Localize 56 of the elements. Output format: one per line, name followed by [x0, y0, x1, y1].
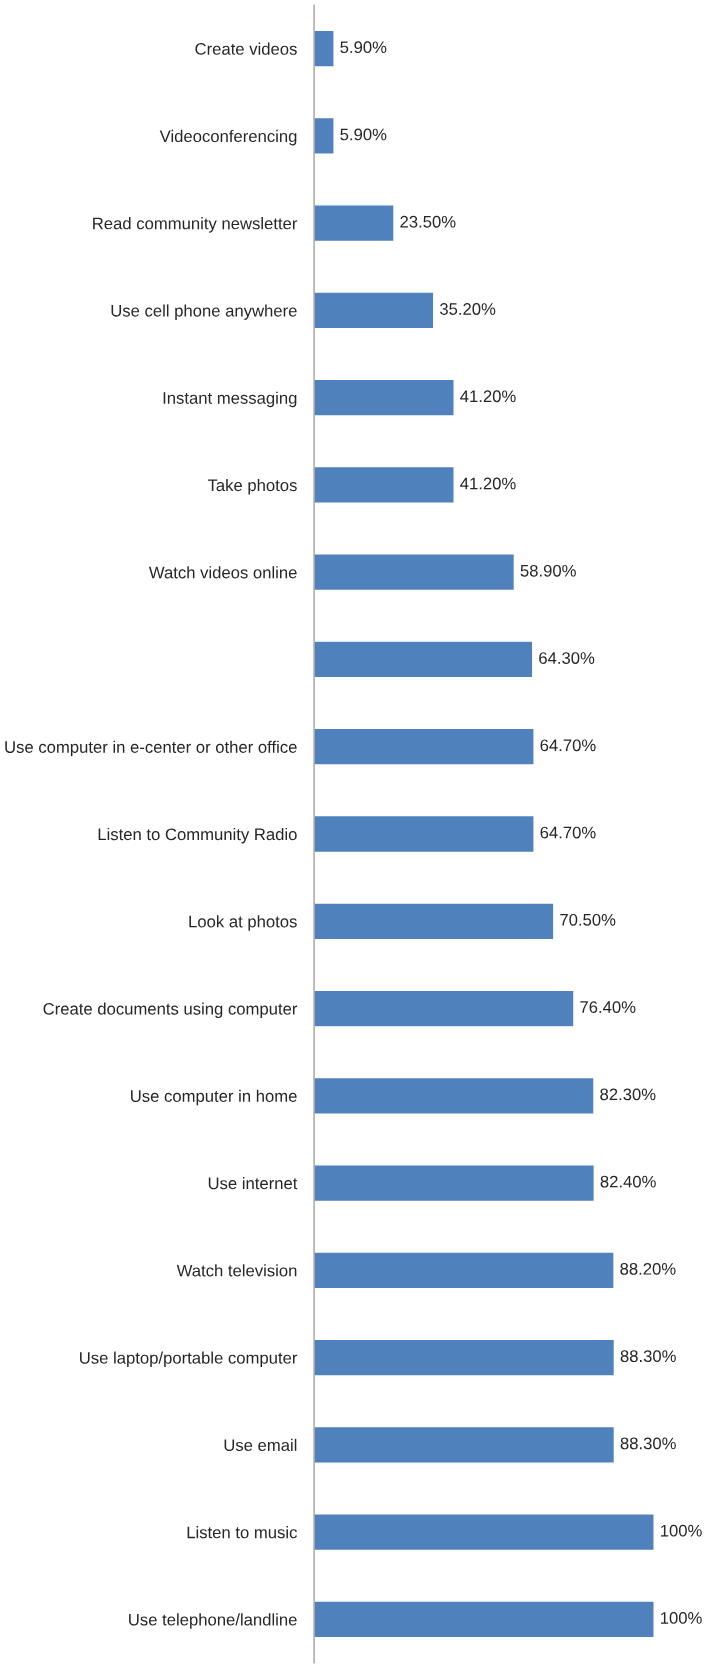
bar — [314, 553, 516, 592]
bar — [314, 727, 535, 766]
bar — [314, 640, 534, 679]
data-label: 35.20% — [439, 303, 496, 315]
y-tick-label: Use cell phone anywhere — [111, 304, 297, 320]
y-tick-label: Listen to Community Radio — [98, 827, 297, 844]
data-label: 23.50% — [400, 215, 456, 228]
bar — [314, 291, 435, 330]
data-label: 64.30% — [539, 652, 595, 664]
y-tick-label: Create videos — [195, 42, 297, 55]
bar — [314, 204, 395, 243]
data-label: 88.30% — [620, 1350, 676, 1363]
bar — [314, 116, 335, 155]
data-label: 58.90% — [520, 564, 576, 577]
bar — [314, 1076, 595, 1115]
bar — [314, 1251, 615, 1290]
data-label: 5.90% — [340, 128, 387, 141]
bar — [314, 378, 455, 417]
data-label: 100% — [661, 1612, 702, 1624]
bar — [314, 902, 555, 941]
y-tick-label: Instant messaging — [163, 391, 297, 408]
y-tick-label: Use computer in e-center or other office — [5, 740, 297, 757]
data-label: 70.50% — [560, 913, 616, 926]
bar — [314, 1164, 596, 1203]
data-label: 64.70% — [540, 739, 596, 752]
data-label: 88.30% — [620, 1437, 676, 1450]
data-label: 88.20% — [620, 1262, 676, 1275]
bar — [314, 465, 455, 504]
y-tick-label: Use computer in home — [131, 1089, 297, 1106]
y-tick-label: Watch videos online — [148, 566, 297, 579]
y-tick-label: Look at photos — [189, 915, 297, 931]
bar — [314, 814, 535, 854]
data-label: 76.40% — [580, 1001, 636, 1013]
y-tick-label: Listen to music — [187, 1526, 297, 1539]
data-label: 41.20% — [460, 477, 516, 490]
bar — [314, 29, 335, 68]
y-tick-label: Use laptop/portable computer — [80, 1351, 298, 1368]
y-tick-label: Use internet — [208, 1177, 298, 1190]
bar — [314, 1425, 616, 1464]
y-tick-label: Take photos — [207, 478, 297, 495]
bar — [314, 1600, 655, 1639]
bar — [314, 989, 575, 1028]
data-label: 82.30% — [600, 1088, 656, 1101]
y-tick-label: Use telephone/landline — [129, 1613, 297, 1629]
y-tick-label: Use email — [224, 1438, 297, 1452]
data-label: 41.20% — [460, 390, 516, 403]
y-tick-label: Watch television — [176, 1264, 297, 1277]
data-label: 64.70% — [540, 826, 596, 839]
y-tick-label: Videoconferencing — [159, 129, 297, 146]
data-label: 82.40% — [600, 1175, 656, 1188]
data-label: 5.90% — [340, 41, 387, 54]
y-tick-label: Create documents using computer — [43, 1002, 298, 1019]
bar — [314, 1338, 616, 1377]
bar — [314, 1513, 655, 1552]
y-tick-label: Read community newsletter — [93, 217, 298, 233]
data-label: 100% — [661, 1524, 702, 1537]
